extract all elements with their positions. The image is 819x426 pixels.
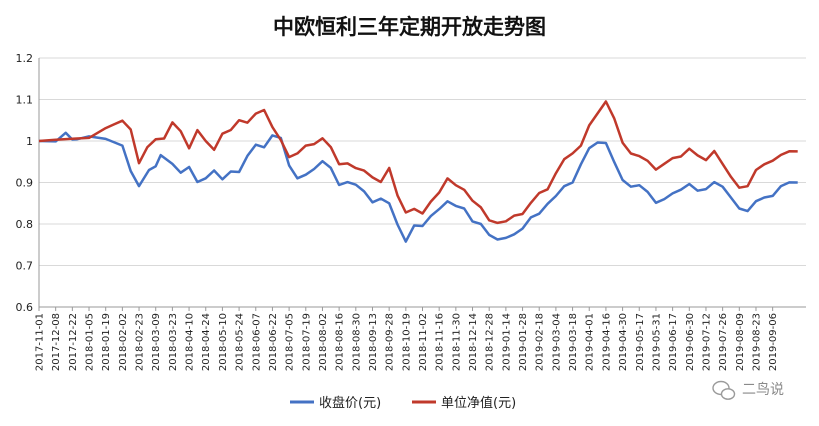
x-tick-label: 2018-06-22 bbox=[268, 313, 279, 371]
x-tick-label: 2018-05-24 bbox=[235, 313, 246, 371]
x-tick-label: 2019-05-17 bbox=[635, 313, 646, 371]
x-tick-label: 2018-03-09 bbox=[151, 313, 162, 371]
y-tick-label: 1.1 bbox=[16, 94, 34, 107]
wechat-icon bbox=[712, 380, 736, 400]
x-tick-label: 2019-03-18 bbox=[568, 313, 579, 371]
x-tick-label: 2019-04-30 bbox=[618, 313, 629, 371]
y-tick-label: 1 bbox=[26, 135, 33, 148]
x-tick-label: 2018-09-13 bbox=[368, 313, 379, 371]
watermark: 二鸟说 bbox=[712, 380, 784, 400]
x-tick-label: 2018-02-02 bbox=[118, 313, 129, 371]
x-tick-label: 2017-12-22 bbox=[68, 313, 79, 371]
x-tick-label: 2019-08-23 bbox=[751, 313, 762, 371]
x-tick-label: 2018-02-23 bbox=[135, 313, 146, 371]
x-tick-label: 2019-08-09 bbox=[735, 313, 746, 371]
x-tick-label: 2019-05-31 bbox=[651, 313, 662, 371]
x-tick-label: 2018-07-05 bbox=[285, 313, 296, 371]
x-tick-label: 2019-07-26 bbox=[718, 313, 729, 371]
x-tick-label: 2019-02-18 bbox=[535, 313, 546, 371]
x-tick-label: 2018-08-02 bbox=[318, 313, 329, 371]
x-tick-label: 2018-10-19 bbox=[401, 313, 412, 371]
x-tick-label: 2019-04-16 bbox=[601, 313, 612, 371]
series-group bbox=[38, 100, 798, 243]
x-tick-label: 2018-03-23 bbox=[168, 313, 179, 371]
x-tick-label: 2019-06-17 bbox=[668, 313, 679, 371]
x-tick-label: 2018-07-19 bbox=[301, 313, 312, 371]
y-axis-ticks: 0.6 0.7 0.8 0.9 1 1.1 1.2 bbox=[16, 52, 34, 314]
y-tick-label: 0.7 bbox=[16, 260, 34, 273]
x-tick-label: 2017-12-08 bbox=[51, 313, 62, 371]
x-tick-label: 2019-03-04 bbox=[551, 313, 562, 371]
x-tick-label: 2018-06-07 bbox=[251, 313, 262, 371]
x-tick-label: 2018-08-16 bbox=[335, 313, 346, 371]
x-tick-label: 2018-01-19 bbox=[101, 313, 112, 371]
x-axis-ticks: 2017-11-01 2017-12-08 2017-12-22 2018-01-05… bbox=[35, 307, 779, 371]
x-tick-label: 2019-01-14 bbox=[501, 313, 512, 371]
x-tick-label: 2018-11-16 bbox=[435, 313, 446, 371]
x-tick-label: 2018-09-28 bbox=[385, 313, 396, 371]
y-tick-label: 0.8 bbox=[16, 218, 34, 231]
x-tick-label: 2018-11-30 bbox=[451, 313, 462, 371]
y-tick-label: 0.6 bbox=[16, 301, 34, 314]
x-tick-label: 2019-07-12 bbox=[701, 313, 712, 371]
legend: 收盘价(元) 单位净值(元) bbox=[290, 395, 516, 411]
x-tick-label: 2018-11-02 bbox=[418, 313, 429, 371]
x-tick-label: 2018-04-24 bbox=[201, 313, 212, 371]
series-line-close-price bbox=[38, 131, 798, 243]
x-tick-label: 2018-12-28 bbox=[485, 313, 496, 371]
series-line-nav bbox=[38, 100, 798, 225]
legend-label-close-price: 收盘价(元) bbox=[319, 395, 381, 411]
x-tick-label: 2019-04-01 bbox=[585, 313, 596, 371]
x-tick-label: 2019-01-28 bbox=[518, 313, 529, 371]
watermark-text: 二鸟说 bbox=[742, 382, 784, 398]
x-tick-label: 2018-12-14 bbox=[468, 313, 479, 371]
x-tick-label: 2018-04-10 bbox=[185, 313, 196, 371]
chart-title: 中欧恒利三年定期开放走势图 bbox=[273, 14, 546, 39]
y-tick-label: 1.2 bbox=[16, 52, 34, 65]
x-tick-label: 2017-11-01 bbox=[35, 313, 46, 371]
legend-label-nav: 单位净值(元) bbox=[441, 395, 516, 411]
x-tick-label: 2018-08-30 bbox=[351, 313, 362, 371]
x-tick-label: 2019-06-30 bbox=[685, 313, 696, 371]
x-tick-label: 2019-09-06 bbox=[768, 313, 779, 371]
x-tick-label: 2018-05-10 bbox=[218, 313, 229, 371]
x-tick-label: 2018-01-05 bbox=[85, 313, 96, 371]
y-tick-label: 0.9 bbox=[16, 177, 34, 190]
